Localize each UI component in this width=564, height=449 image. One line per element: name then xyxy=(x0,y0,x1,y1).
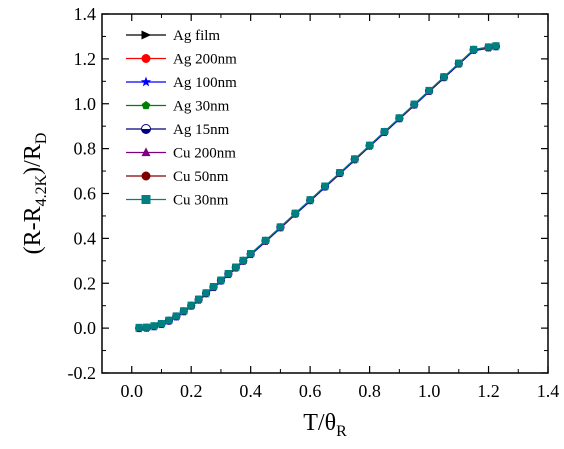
data-point xyxy=(321,182,329,190)
data-point xyxy=(366,141,374,149)
legend-marker xyxy=(141,195,151,204)
y-tick-label: 1.4 xyxy=(74,4,97,24)
y-axis: -0.2 0.0 0.2 0.4 0.6 0.8 1.0 1.2 1.4 xyxy=(68,4,548,383)
data-point xyxy=(217,276,225,284)
data-point xyxy=(440,73,448,81)
legend-label: Ag 30nm xyxy=(173,99,230,115)
y-tick-label: 1.2 xyxy=(74,49,97,69)
legend-marker xyxy=(141,101,151,110)
data-point xyxy=(150,322,158,330)
y-axis-title-part: )/R xyxy=(20,144,46,175)
legend-marker xyxy=(141,171,151,181)
legend-marker xyxy=(141,54,151,63)
series-7 xyxy=(135,42,500,332)
y-axis-title: (R-R4.2K)/RD xyxy=(20,133,50,255)
x-tick-label: 1.4 xyxy=(537,381,560,401)
y-tick-label: 0.6 xyxy=(74,184,97,204)
y-axis-title-sub: D xyxy=(33,133,50,145)
data-point xyxy=(395,114,403,122)
data-point xyxy=(202,289,210,297)
data-point xyxy=(247,250,255,258)
legend-item: Cu 30nm xyxy=(126,193,229,209)
x-axis-title-sub: R xyxy=(336,423,347,440)
data-point xyxy=(336,169,344,177)
legend: Ag film Ag 200nm Ag 100nm Ag 30nm Ag 15nm Cu … xyxy=(126,28,237,209)
data-point xyxy=(484,43,493,51)
legend-item: Ag 30nm xyxy=(126,99,230,115)
legend-marker xyxy=(141,147,151,157)
data-point xyxy=(351,155,359,163)
legend-label: Ag 200nm xyxy=(173,52,237,68)
plot-marks xyxy=(135,42,501,333)
x-tick-label: 0.0 xyxy=(120,381,143,401)
y-axis-title-part: (R-R xyxy=(20,206,46,254)
legend-label: Cu 30nm xyxy=(173,193,229,209)
legend-marker xyxy=(140,76,152,87)
y-axis-title-sub: 4.2K xyxy=(33,174,50,206)
x-tick-label: 1.2 xyxy=(477,381,500,401)
data-point xyxy=(410,100,418,108)
y-tick-label: 0.0 xyxy=(74,318,97,338)
legend-item: Cu 50nm xyxy=(126,169,229,185)
data-point xyxy=(172,312,180,320)
legend-marker xyxy=(141,124,151,134)
data-point xyxy=(261,236,270,244)
data-point xyxy=(143,323,151,331)
data-point xyxy=(157,320,166,328)
x-tick-label: 0.2 xyxy=(180,381,203,401)
data-point xyxy=(195,295,203,303)
legend-item: Ag film xyxy=(126,28,220,44)
data-point xyxy=(380,127,389,136)
legend-label: Ag 15nm xyxy=(173,122,230,138)
x-axis-title-main: T/θ xyxy=(303,410,336,436)
y-tick-label: 0.2 xyxy=(74,273,97,293)
data-point xyxy=(425,86,433,95)
data-point xyxy=(232,263,240,271)
legend-label: Ag film xyxy=(173,28,220,44)
x-tick-label: 0.6 xyxy=(299,381,322,401)
legend-label: Cu 200nm xyxy=(173,146,236,162)
x-tick-label: 1.0 xyxy=(418,381,441,401)
legend-item: Ag 100nm xyxy=(126,75,237,91)
x-axis: 0.0 0.2 0.4 0.6 0.8 1.0 1.2 1.4 xyxy=(120,14,559,401)
data-point xyxy=(276,223,284,231)
x-axis-title: T/θR xyxy=(303,410,347,440)
data-point xyxy=(470,45,478,54)
data-point xyxy=(135,323,143,332)
y-tick-label: 0.4 xyxy=(74,228,97,248)
legend-item: Ag 200nm xyxy=(126,52,237,68)
data-point xyxy=(165,316,173,324)
legend-label: Cu 50nm xyxy=(173,169,229,185)
data-point xyxy=(180,307,188,315)
data-point xyxy=(239,256,247,264)
y-tick-label: 0.8 xyxy=(74,139,97,159)
data-point xyxy=(209,283,218,291)
y-tick-label: -0.2 xyxy=(68,363,97,383)
legend-item: Cu 200nm xyxy=(126,146,236,162)
data-point xyxy=(291,209,299,217)
x-tick-label: 0.4 xyxy=(239,381,262,401)
data-point xyxy=(492,42,500,50)
data-point xyxy=(306,196,314,204)
legend-label: Ag 100nm xyxy=(173,75,237,91)
data-point xyxy=(455,59,463,67)
y-tick-label: 1.0 xyxy=(74,94,97,114)
legend-marker xyxy=(141,30,152,40)
data-point xyxy=(187,301,195,309)
legend-item: Ag 15nm xyxy=(126,122,230,138)
x-tick-label: 0.8 xyxy=(358,381,381,401)
data-point xyxy=(224,270,232,278)
